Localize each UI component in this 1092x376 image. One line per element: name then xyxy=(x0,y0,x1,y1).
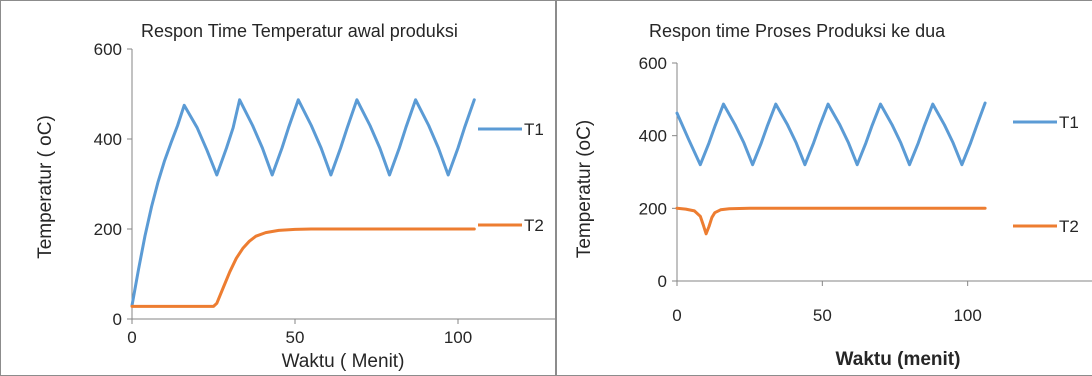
y-axis-label: Temperatur (oC) xyxy=(574,120,595,258)
y-axis-label: Temperatur ( oC) xyxy=(35,115,56,259)
series-line-t1 xyxy=(675,101,987,167)
series-line-t1 xyxy=(130,98,476,307)
y-tick-label: 200 xyxy=(94,220,122,239)
x-tick-label: 100 xyxy=(444,328,472,347)
y-tick-label: 0 xyxy=(113,310,122,329)
legend-label-t1: T1 xyxy=(1059,113,1079,132)
y-tick-label: 600 xyxy=(639,54,667,73)
series-line-t2 xyxy=(130,227,476,308)
y-tick-label: 200 xyxy=(639,199,667,218)
legend-label-t1: T1 xyxy=(524,120,544,139)
x-tick-label: 0 xyxy=(672,306,681,325)
chart-right: 0200400600050100150Respon time Proses Pr… xyxy=(574,21,1092,370)
legend-label-t2: T2 xyxy=(524,216,544,235)
x-tick-label: 0 xyxy=(127,328,136,347)
chart-left: 0 200 400 600 0 50 100 Respon Time Temperatur a… xyxy=(35,21,555,372)
x-tick-label: 50 xyxy=(813,306,832,325)
legend-label-t2: T2 xyxy=(1059,217,1079,236)
x-tick-label: 50 xyxy=(286,328,305,347)
x-axis-label: Waktu (menit) xyxy=(836,349,961,370)
chart-panel-right: 0200400600050100150Respon time Proses Pr… xyxy=(556,0,1092,376)
y-tick-label: 600 xyxy=(94,40,122,59)
series-line-t2 xyxy=(675,206,987,236)
y-tick-label: 0 xyxy=(658,272,667,291)
chart-title: Respon Time Temperatur awal produksi xyxy=(141,21,458,41)
y-tick-label: 400 xyxy=(639,127,667,146)
x-axis-label: Waktu ( Menit) xyxy=(282,351,405,372)
y-tick-label: 400 xyxy=(94,130,122,149)
chart-title: Respon time Proses Produksi ke dua xyxy=(649,21,946,41)
chart-panel-left: 0 200 400 600 0 50 100 Respon Time Temperatur a… xyxy=(0,0,556,376)
x-tick-label: 100 xyxy=(953,306,981,325)
